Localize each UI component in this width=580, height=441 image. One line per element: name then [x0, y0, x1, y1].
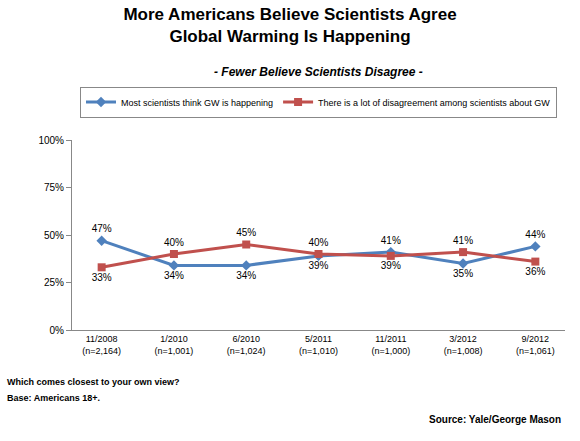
svg-text:3/2012(n=1,008): 3/2012(n=1,008)	[444, 334, 483, 356]
svg-text:9/2012(n=1,061): 9/2012(n=1,061)	[516, 334, 555, 356]
svg-text:Which comes closest to your ow: Which comes closest to your own view?	[7, 377, 180, 387]
svg-text:- Fewer Believe Scientists Dis: - Fewer Believe Scientists Disagree -	[214, 65, 423, 79]
svg-text:39%: 39%	[381, 260, 401, 271]
svg-text:More Americans Believe Scienti: More Americans Believe Scientists AgreeG…	[123, 5, 456, 46]
svg-text:Source: Yale/George Mason: Source: Yale/George Mason	[429, 414, 561, 425]
svg-text:35%: 35%	[453, 268, 473, 279]
svg-text:36%: 36%	[525, 266, 545, 277]
svg-text:There is a lot of disagreement: There is a lot of disagreement among sci…	[318, 98, 550, 108]
svg-text:100%: 100%	[38, 135, 64, 146]
svg-text:34%: 34%	[236, 270, 256, 281]
svg-text:41%: 41%	[453, 235, 473, 246]
svg-text:25%: 25%	[44, 277, 64, 288]
svg-text:11/2011(n=1,000): 11/2011(n=1,000)	[371, 334, 410, 356]
svg-text:5/2011(n=1,010): 5/2011(n=1,010)	[299, 334, 338, 356]
svg-text:6/2010(n=1,024): 6/2010(n=1,024)	[227, 334, 266, 356]
svg-text:33%: 33%	[92, 272, 112, 283]
svg-text:47%: 47%	[92, 223, 112, 234]
svg-text:Base: Americans 18+.: Base: Americans 18+.	[7, 393, 100, 403]
svg-text:40%: 40%	[308, 237, 328, 248]
svg-text:40%: 40%	[164, 237, 184, 248]
svg-text:75%: 75%	[44, 182, 64, 193]
svg-text:44%: 44%	[525, 229, 545, 240]
svg-text:45%: 45%	[236, 227, 256, 238]
svg-text:0%: 0%	[50, 325, 65, 336]
svg-text:34%: 34%	[164, 270, 184, 281]
svg-text:41%: 41%	[381, 235, 401, 246]
svg-text:1/2010(n=1,001): 1/2010(n=1,001)	[155, 334, 194, 356]
svg-text:50%: 50%	[44, 230, 64, 241]
svg-text:11/2008(n=2,164): 11/2008(n=2,164)	[82, 334, 121, 356]
svg-text:Most scientists think GW is ha: Most scientists think GW is happening	[121, 98, 273, 108]
svg-text:39%: 39%	[308, 260, 328, 271]
